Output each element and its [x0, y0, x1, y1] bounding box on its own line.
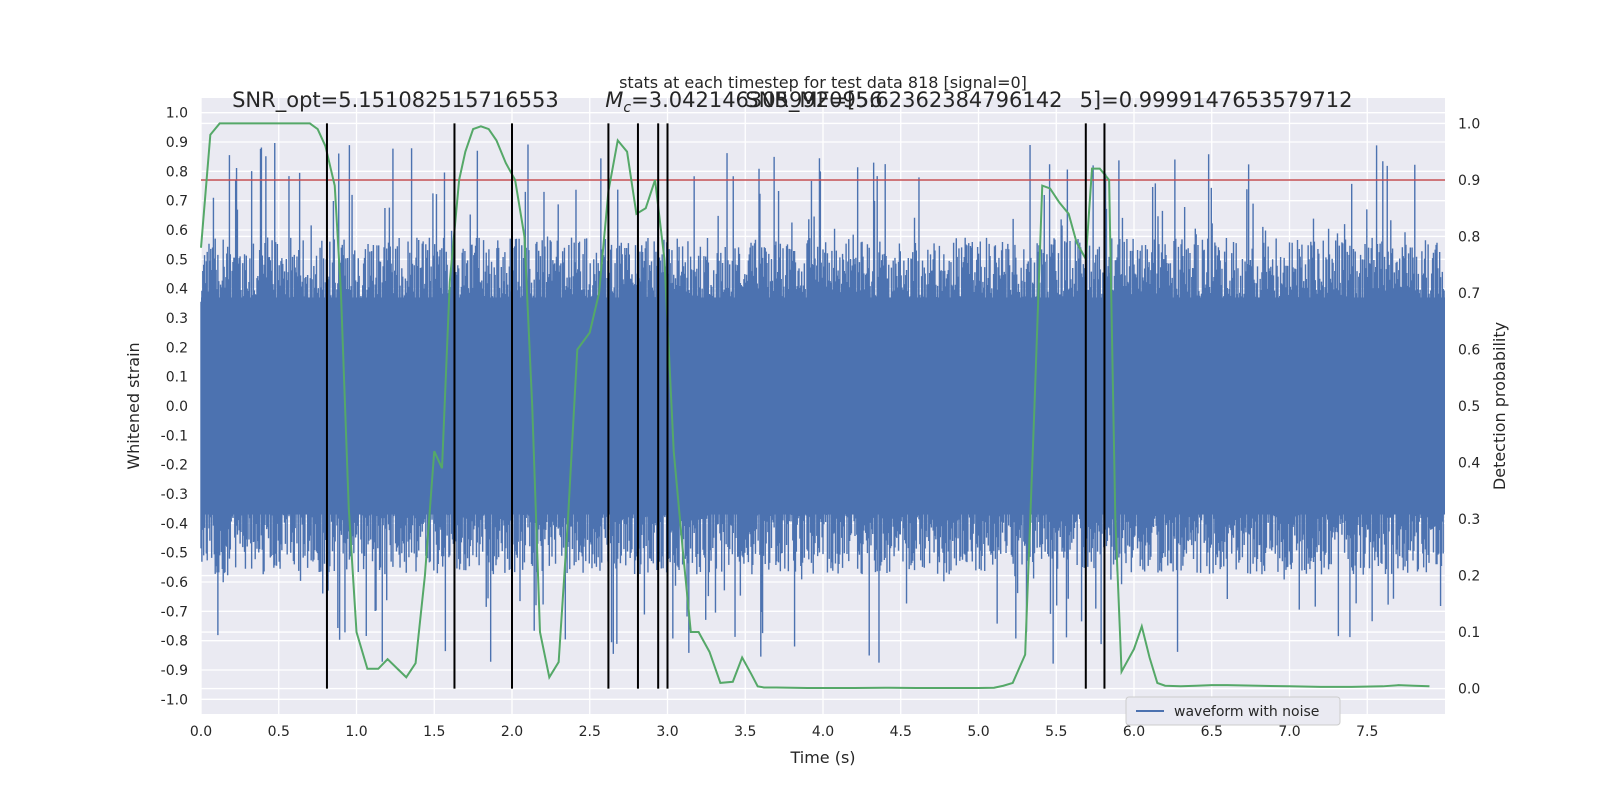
- annotation-mc: Mc=3.0421463059920956: [605, 88, 882, 116]
- right-y-tick-label: 0.8: [1458, 229, 1480, 245]
- y-tick-label: 0.7: [166, 194, 188, 210]
- waveform-series: [200, 143, 1445, 664]
- y-tick-label: 0.4: [166, 282, 188, 298]
- x-tick-label: 2.0: [501, 724, 523, 740]
- y-tick-label: 0.0: [166, 399, 188, 415]
- event-markers: [325, 123, 1106, 689]
- legend-box: [1125, 696, 1341, 726]
- x-tick-label: 2.5: [579, 724, 601, 740]
- x-tick-label: 6.5: [1201, 724, 1223, 740]
- right-y-tick-label: 0.4: [1458, 456, 1480, 472]
- right-y-tick-label: 0.0: [1458, 682, 1480, 698]
- x-tick-label: 5.5: [1045, 724, 1067, 740]
- legend: waveform with noise: [1125, 696, 1341, 726]
- y-tick-label: -0.6: [161, 575, 188, 591]
- y-tick-label: 0.1: [166, 370, 188, 386]
- y-tick-label: 0.9: [166, 135, 188, 151]
- x-tick-label: 1.0: [345, 724, 367, 740]
- y-tick-label: 0.6: [166, 223, 188, 239]
- annotation-snrmf: SNR_MF=[5.62362384796142: [745, 88, 1062, 113]
- annotation-snr: SNR_opt=5.151082515716553: [232, 88, 559, 113]
- annotation-sval: 5]=0.9999147653579712: [1080, 88, 1353, 112]
- y-tick-label: -1.0: [161, 692, 188, 708]
- x-tick-label: 4.5: [890, 724, 912, 740]
- y-tick-label: -0.3: [161, 487, 188, 503]
- legend-label: waveform with noise: [1174, 704, 1319, 720]
- annotations: SNR_opt=5.151082515716553 Mc=3.0421463059…: [232, 88, 1352, 116]
- y-tick-label: -0.7: [161, 604, 188, 620]
- right-y-tick-label: 0.7: [1458, 286, 1480, 302]
- x-tick-label: 0.5: [268, 724, 290, 740]
- x-tick-label: 6.0: [1123, 724, 1145, 740]
- y-tick-label: 0.5: [166, 252, 188, 268]
- annotation-subscript: c: [623, 100, 631, 116]
- probability-line: [200, 122, 1430, 689]
- y-axis-label: Whitened strain: [124, 342, 143, 469]
- right-y-tick-label: 0.5: [1458, 399, 1480, 415]
- y-tick-label: -0.4: [161, 516, 188, 532]
- right-y-tick-label: 0.2: [1458, 569, 1480, 585]
- x-tick-label: 7.5: [1356, 724, 1378, 740]
- x-tick-label: 0.0: [190, 724, 212, 740]
- chart-title: stats at each timestep for test data 818…: [619, 73, 1027, 92]
- right-y-tick-label: 1.0: [1458, 116, 1480, 132]
- right-y-tick-labels: 1.0 0.9 0.8 0.7 0.6 0.5 0.4 0.3 0.2 0.1 0.0: [1458, 116, 1480, 697]
- y-tick-label: -0.8: [161, 634, 188, 650]
- x-tick-label: 1.5: [423, 724, 445, 740]
- right-y-tick-label: 0.6: [1458, 342, 1480, 358]
- y-tick-label: 0.3: [166, 311, 188, 327]
- waveform-trace: [200, 143, 1445, 664]
- x-axis-label: Time (s): [789, 748, 855, 767]
- x-tick-label: 5.0: [967, 724, 989, 740]
- y-tick-label: -0.1: [161, 428, 188, 444]
- right-y-tick-label: 0.3: [1458, 512, 1480, 528]
- annotation-value: =3.0421463059920956: [631, 88, 882, 112]
- x-tick-label: 3.0: [656, 724, 678, 740]
- detection-probability-series: [200, 122, 1430, 689]
- right-y-tick-label: 0.1: [1458, 625, 1480, 641]
- y-tick-label: -0.9: [161, 663, 188, 679]
- right-y-tick-label: 0.9: [1458, 173, 1480, 189]
- y-tick-label: 0.8: [166, 164, 188, 180]
- y-tick-label: 1.0: [166, 106, 188, 122]
- annotation-symbol: M: [605, 88, 623, 112]
- y-tick-label: -0.2: [161, 458, 188, 474]
- x-tick-label: 3.5: [734, 724, 756, 740]
- y-tick-labels: 1.0 0.9 0.8 0.7 0.6 0.5 0.4 0.3 0.2 0.1 0.0 -0.1 -0.…: [161, 106, 188, 709]
- right-y-axis-label: Detection probability: [1490, 322, 1509, 490]
- y-tick-label: -0.5: [161, 546, 188, 562]
- x-tick-label: 7.0: [1278, 724, 1300, 740]
- y-tick-label: 0.2: [166, 340, 188, 356]
- x-tick-label: 4.0: [812, 724, 834, 740]
- x-tick-labels: 0.0 0.5 1.0 1.5 2.0 2.5 3.0 3.5 4.0 4.5 5.0 5.5 6.0 6…: [190, 724, 1379, 740]
